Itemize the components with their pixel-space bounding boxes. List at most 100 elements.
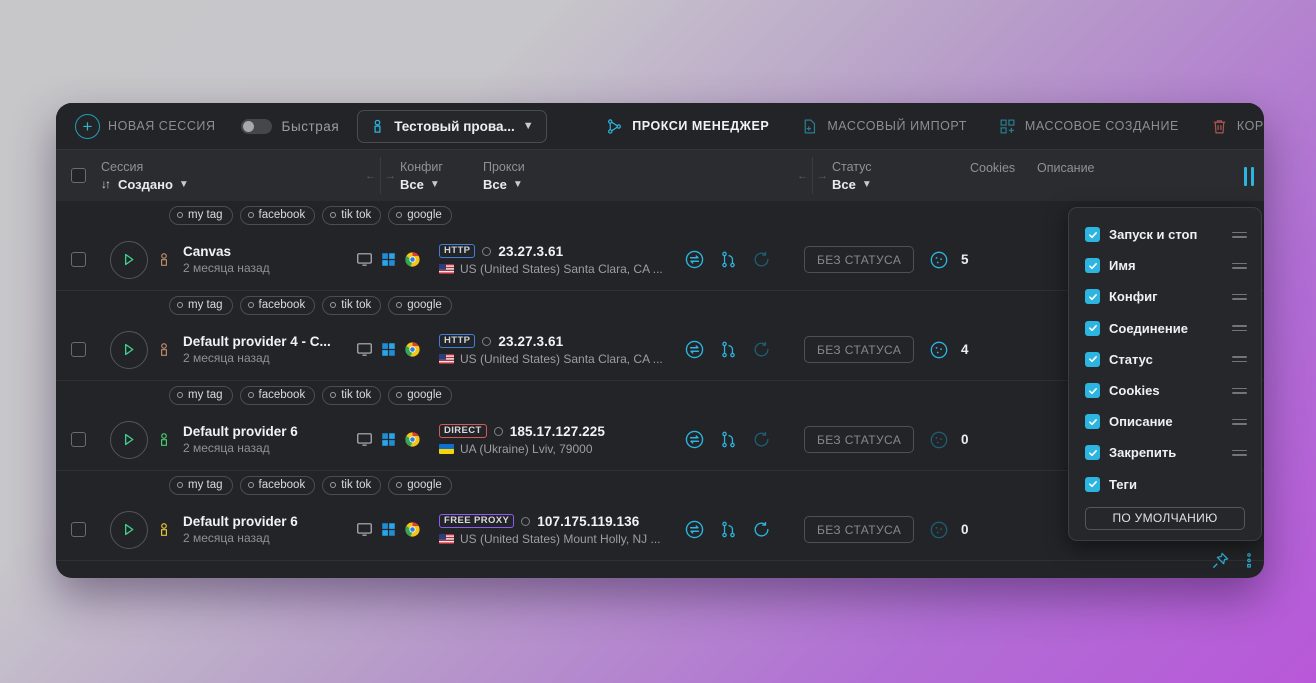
refresh-icon[interactable] bbox=[752, 430, 771, 449]
column-option-checkbox[interactable] bbox=[1085, 476, 1100, 492]
select-all-checkbox[interactable] bbox=[71, 168, 86, 183]
column-option-item[interactable]: Закрепить bbox=[1069, 437, 1261, 468]
tag-chip[interactable]: google bbox=[388, 295, 452, 315]
transfer-icon[interactable] bbox=[684, 519, 705, 540]
column-option-item[interactable]: Теги bbox=[1069, 469, 1261, 500]
column-option-checkbox[interactable] bbox=[1085, 414, 1100, 430]
column-settings-toggle[interactable] bbox=[1244, 167, 1254, 186]
header-proxy-filter[interactable]: Все ▼ bbox=[483, 177, 793, 192]
start-session-button[interactable] bbox=[109, 510, 148, 549]
row-checkbox[interactable] bbox=[71, 522, 86, 537]
tag-chip[interactable]: tik tok bbox=[322, 475, 382, 495]
quick-toggle[interactable] bbox=[240, 118, 272, 134]
drag-handle-icon[interactable] bbox=[1232, 449, 1247, 456]
tag-chip[interactable]: my tag bbox=[169, 385, 233, 405]
column-options-icon[interactable] bbox=[1246, 551, 1252, 570]
tag-chip[interactable]: tik tok bbox=[322, 295, 382, 315]
branch-icon[interactable] bbox=[719, 340, 738, 359]
tag-chip[interactable]: google bbox=[388, 385, 452, 405]
tag-chip[interactable]: tik tok bbox=[322, 205, 382, 225]
row-checkbox[interactable] bbox=[71, 432, 86, 447]
table-row[interactable]: Default provider 6 2 месяца назад DIRECT 18… bbox=[56, 409, 1264, 471]
transfer-icon[interactable] bbox=[684, 339, 705, 360]
drag-handle-icon[interactable] bbox=[1232, 231, 1247, 238]
drag-handle-icon[interactable] bbox=[1232, 418, 1247, 425]
branch-icon[interactable] bbox=[719, 430, 738, 449]
new-session-button[interactable]: + НОВАЯ СЕССИЯ bbox=[66, 103, 225, 149]
table-row[interactable]: Default provider 4 - C... 2 месяца назад H… bbox=[56, 319, 1264, 381]
tag-chip[interactable]: my tag bbox=[169, 295, 233, 315]
column-option-item[interactable]: Cookies bbox=[1069, 375, 1261, 406]
column-option-checkbox[interactable] bbox=[1085, 258, 1100, 274]
proxy-manager-button[interactable]: ПРОКСИ МЕНЕДЖЕР bbox=[590, 103, 785, 149]
column-option-checkbox[interactable] bbox=[1085, 383, 1100, 399]
status-badge[interactable]: БЕЗ СТАТУСА bbox=[804, 426, 915, 453]
tag-chip[interactable]: facebook bbox=[239, 205, 316, 225]
header-session-sort[interactable]: ↓↑ Создано ▼ bbox=[101, 177, 361, 192]
row-checkbox[interactable] bbox=[71, 252, 86, 267]
transfer-icon[interactable] bbox=[684, 249, 705, 270]
column-option-checkbox[interactable] bbox=[1085, 445, 1100, 461]
column-resize-session[interactable]: ← bbox=[361, 150, 380, 201]
default-button[interactable]: ПО УМОЛЧАНИЮ bbox=[1085, 506, 1245, 530]
check-icon bbox=[1088, 262, 1097, 269]
column-option-item[interactable]: Конфиг bbox=[1069, 281, 1261, 312]
column-option-checkbox[interactable] bbox=[1085, 351, 1100, 367]
cookie-icon[interactable] bbox=[929, 340, 949, 360]
row-checkbox[interactable] bbox=[71, 342, 86, 357]
provider-select[interactable]: Тестовый прова... ▼ bbox=[357, 109, 548, 143]
column-option-checkbox[interactable] bbox=[1085, 320, 1100, 336]
branch-icon[interactable] bbox=[719, 520, 738, 539]
avatar-icon bbox=[161, 522, 167, 536]
table-row[interactable]: Canvas 2 месяца назад HTTP 23.27.3.61 US (Un… bbox=[56, 229, 1264, 291]
windows-icon bbox=[382, 523, 395, 536]
drag-handle-icon[interactable] bbox=[1232, 293, 1247, 300]
column-resize-config[interactable]: → bbox=[381, 150, 400, 201]
column-option-item[interactable]: Имя bbox=[1069, 250, 1261, 281]
column-option-item[interactable]: Соединение bbox=[1069, 313, 1261, 344]
header-config-filter[interactable]: Все ▼ bbox=[400, 177, 483, 192]
header-description: Описание bbox=[1037, 150, 1177, 201]
tag-chip[interactable]: facebook bbox=[239, 385, 316, 405]
status-badge[interactable]: БЕЗ СТАТУСА bbox=[804, 336, 915, 363]
drag-handle-icon[interactable] bbox=[1232, 325, 1247, 332]
tag-chip[interactable]: my tag bbox=[169, 475, 233, 495]
column-resize-proxy[interactable]: ← bbox=[793, 150, 812, 201]
status-badge[interactable]: БЕЗ СТАТУСА bbox=[804, 246, 915, 273]
mass-create-button[interactable]: МАССОВОЕ СОЗДАНИЕ bbox=[983, 103, 1195, 149]
column-option-item[interactable]: Статус bbox=[1069, 344, 1261, 375]
tag-chip[interactable]: tik tok bbox=[322, 385, 382, 405]
cookie-icon[interactable] bbox=[929, 250, 949, 270]
column-option-item[interactable]: Запуск и стоп bbox=[1069, 219, 1261, 250]
status-badge[interactable]: БЕЗ СТАТУСА bbox=[804, 516, 915, 543]
column-option-checkbox[interactable] bbox=[1085, 227, 1100, 243]
refresh-icon[interactable] bbox=[752, 250, 771, 269]
footer-icons bbox=[1211, 551, 1252, 570]
branch-icon[interactable] bbox=[719, 250, 738, 269]
drag-handle-icon[interactable] bbox=[1232, 387, 1247, 394]
proxy-status-icon bbox=[493, 426, 503, 436]
cookie-icon[interactable] bbox=[929, 520, 949, 540]
column-option-checkbox[interactable] bbox=[1085, 289, 1100, 305]
tag-chip[interactable]: facebook bbox=[239, 475, 316, 495]
table-row[interactable]: Default provider 6 2 месяца назад FREE PRO… bbox=[56, 499, 1264, 561]
transfer-icon[interactable] bbox=[684, 429, 705, 450]
refresh-icon[interactable] bbox=[752, 340, 771, 359]
column-option-item[interactable]: Описание bbox=[1069, 406, 1261, 437]
mass-import-button[interactable]: МАССОВЫЙ ИМПОРТ bbox=[785, 103, 983, 149]
tag-chip[interactable]: facebook bbox=[239, 295, 316, 315]
tag-chip[interactable]: google bbox=[388, 475, 452, 495]
trash-button[interactable]: КОРЗИ bbox=[1195, 103, 1264, 149]
cookie-icon[interactable] bbox=[929, 430, 949, 450]
drag-handle-icon[interactable] bbox=[1232, 262, 1247, 269]
tag-chip[interactable]: google bbox=[388, 205, 452, 225]
start-session-button[interactable] bbox=[109, 420, 148, 459]
tag-chip[interactable]: my tag bbox=[169, 205, 233, 225]
start-session-button[interactable] bbox=[109, 240, 148, 279]
start-session-button[interactable] bbox=[109, 330, 148, 369]
pin-icon[interactable] bbox=[1211, 551, 1230, 570]
refresh-icon[interactable] bbox=[752, 520, 771, 539]
column-resize-status[interactable]: → bbox=[813, 150, 832, 201]
drag-handle-icon[interactable] bbox=[1232, 356, 1247, 363]
header-status-filter[interactable]: Все ▼ bbox=[832, 177, 970, 192]
